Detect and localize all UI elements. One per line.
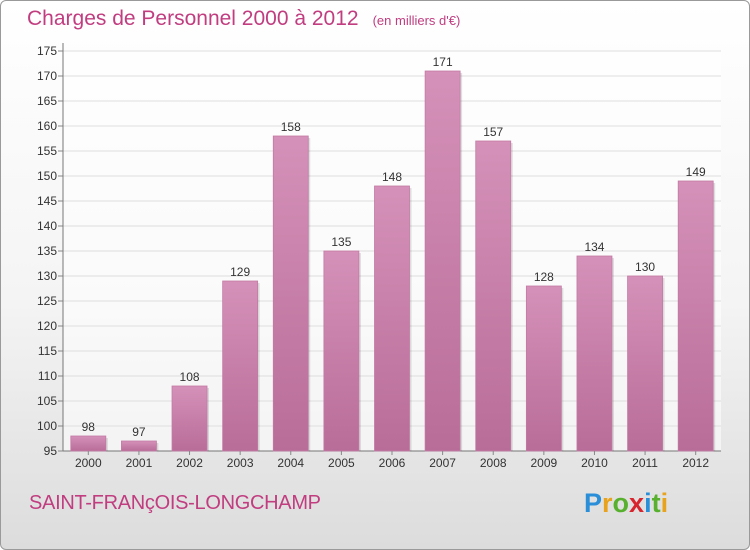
data-label: 98 [82,420,96,434]
y-tick-label: 95 [44,444,58,458]
chart-unit: (en milliers d'€) [372,13,461,28]
bar [70,435,107,452]
commune-name: SAINT-FRANçOIS-LONGCHAMP [29,492,321,514]
x-tick-label: 2008 [480,456,507,470]
y-tick-label: 175 [37,44,57,58]
y-tick-label: 120 [37,319,57,333]
bar [627,275,663,452]
y-tick-label: 150 [37,169,57,183]
y-tick-label: 145 [37,194,57,208]
data-label: 128 [534,270,554,284]
y-tick-label: 115 [38,344,57,358]
logo-letter: o [612,488,630,518]
x-tick-label: 2012 [682,456,709,470]
logo-letter: t [651,488,661,518]
x-tick-label: 2011 [632,456,658,470]
bar [222,280,259,452]
y-tick-label: 165 [37,94,57,108]
y-tick-label: 130 [37,269,57,283]
logo-letter: x [629,488,645,518]
data-label: 97 [132,425,146,439]
y-tick-label: 100 [37,419,57,433]
data-label: 129 [230,265,250,279]
data-label: 148 [382,170,402,184]
bar [121,440,157,452]
proxiti-logo: Proxiti [584,488,668,519]
bar [576,255,613,452]
logo-letter: P [584,488,603,518]
x-tick-label: 2001 [126,456,153,470]
bar [424,70,461,452]
x-tick-label: 2003 [227,456,254,470]
bar [525,285,562,452]
bar [171,385,208,452]
x-tick-label: 2007 [429,456,456,470]
data-label: 134 [584,240,604,254]
bar [272,135,309,452]
data-label: 149 [686,165,706,179]
logo-letter: i [660,488,669,518]
x-tick-label: 2010 [581,456,608,470]
bar [475,140,512,452]
data-label: 157 [483,125,503,139]
data-label: 158 [281,120,301,134]
y-tick-label: 135 [37,244,57,258]
y-tick-label: 170 [37,69,57,83]
y-tick-label: 125 [37,294,57,308]
chart-title: Charges de Personnel 2000 à 2012 (en mill… [27,7,461,30]
x-tick-label: 2002 [176,456,203,470]
y-tick-label: 140 [37,219,57,233]
logo-letter: r [602,488,613,518]
bar [374,185,410,452]
data-label: 171 [433,55,453,69]
x-tick-label: 2009 [530,456,557,470]
x-tick-label: 2006 [379,456,406,470]
x-tick-label: 2000 [75,456,102,470]
logo-letter: i [644,488,652,518]
bar [323,250,360,452]
data-label: 130 [635,260,655,274]
data-label: 108 [180,370,200,384]
y-tick-label: 105 [37,394,57,408]
bar [677,180,714,452]
x-tick-label: 2004 [277,456,304,470]
y-tick-label: 155 [37,144,57,158]
x-tick-label: 2005 [328,456,355,470]
y-tick-label: 160 [37,119,57,133]
data-label: 135 [331,235,351,249]
y-tick-label: 110 [38,369,57,383]
